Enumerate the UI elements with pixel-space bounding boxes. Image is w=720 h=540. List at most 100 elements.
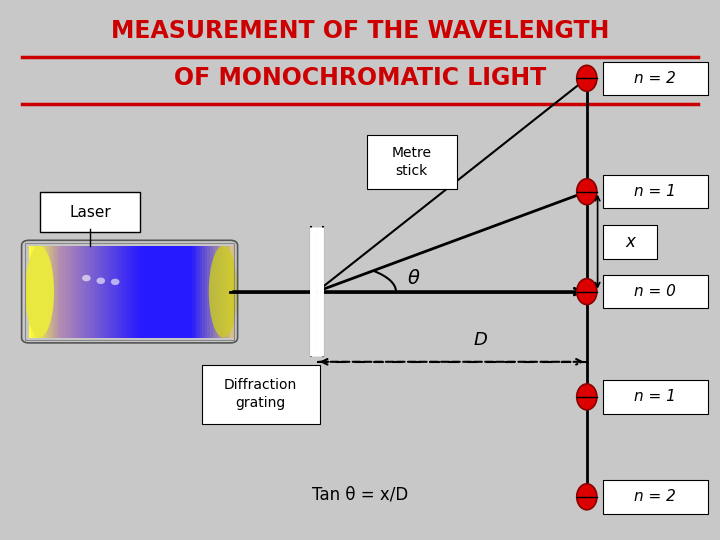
Bar bbox=[47, 246, 50, 338]
Bar bbox=[207, 246, 212, 338]
Bar bbox=[164, 246, 168, 338]
Ellipse shape bbox=[577, 179, 597, 205]
Bar bbox=[60, 246, 63, 338]
Text: MEASUREMENT OF THE WAVELENGTH: MEASUREMENT OF THE WAVELENGTH bbox=[111, 19, 609, 43]
Bar bbox=[149, 246, 153, 338]
Text: n = 0: n = 0 bbox=[634, 284, 676, 299]
Bar bbox=[70, 246, 73, 338]
Bar bbox=[52, 246, 55, 338]
Bar bbox=[177, 246, 181, 338]
Bar bbox=[154, 246, 158, 338]
Bar bbox=[166, 246, 171, 338]
Bar bbox=[131, 246, 135, 338]
Text: n = 1: n = 1 bbox=[634, 184, 676, 199]
Bar bbox=[110, 246, 114, 338]
Bar bbox=[75, 246, 78, 338]
FancyBboxPatch shape bbox=[40, 192, 140, 232]
Bar bbox=[220, 246, 224, 338]
Bar bbox=[57, 246, 60, 338]
Bar bbox=[189, 246, 194, 338]
Bar bbox=[225, 246, 229, 338]
Bar bbox=[72, 246, 76, 338]
Text: OF MONOCHROMATIC LIGHT: OF MONOCHROMATIC LIGHT bbox=[174, 66, 546, 90]
Text: Tan θ = x/D: Tan θ = x/D bbox=[312, 485, 408, 503]
Bar bbox=[138, 246, 143, 338]
Bar bbox=[121, 246, 125, 338]
Bar bbox=[25, 243, 234, 340]
Ellipse shape bbox=[111, 279, 120, 285]
Bar bbox=[205, 246, 209, 338]
FancyBboxPatch shape bbox=[367, 135, 457, 189]
Bar bbox=[215, 246, 219, 338]
Bar bbox=[141, 246, 145, 338]
Bar bbox=[169, 246, 173, 338]
FancyBboxPatch shape bbox=[603, 275, 708, 308]
Ellipse shape bbox=[96, 278, 105, 284]
Bar bbox=[133, 246, 138, 338]
Ellipse shape bbox=[209, 246, 238, 338]
Bar bbox=[199, 246, 204, 338]
Bar bbox=[90, 246, 94, 338]
Bar bbox=[82, 246, 86, 338]
Bar bbox=[85, 246, 89, 338]
Bar bbox=[95, 246, 99, 338]
Bar bbox=[32, 246, 35, 338]
Text: n = 2: n = 2 bbox=[634, 489, 676, 504]
Bar bbox=[62, 246, 66, 338]
Ellipse shape bbox=[577, 279, 597, 305]
Bar bbox=[88, 246, 91, 338]
Bar bbox=[80, 246, 84, 338]
Bar bbox=[29, 246, 33, 338]
Bar bbox=[105, 246, 109, 338]
Bar bbox=[113, 246, 117, 338]
Bar bbox=[123, 246, 127, 338]
Text: n = 2: n = 2 bbox=[634, 71, 676, 86]
Bar bbox=[116, 246, 120, 338]
Bar bbox=[161, 246, 166, 338]
Bar bbox=[126, 246, 130, 338]
Bar bbox=[128, 246, 132, 338]
Text: n = 1: n = 1 bbox=[634, 389, 676, 404]
Ellipse shape bbox=[82, 275, 91, 281]
Bar bbox=[210, 246, 214, 338]
Bar bbox=[98, 246, 102, 338]
Bar bbox=[217, 246, 222, 338]
FancyBboxPatch shape bbox=[603, 480, 708, 514]
Bar bbox=[93, 246, 96, 338]
Bar bbox=[151, 246, 156, 338]
Bar bbox=[44, 246, 48, 338]
Bar bbox=[159, 246, 163, 338]
Text: Diffraction
grating: Diffraction grating bbox=[224, 378, 297, 410]
FancyBboxPatch shape bbox=[603, 225, 657, 260]
Bar bbox=[197, 246, 201, 338]
Bar bbox=[194, 246, 199, 338]
Bar bbox=[118, 246, 122, 338]
Bar bbox=[54, 246, 58, 338]
Ellipse shape bbox=[577, 384, 597, 410]
Bar bbox=[146, 246, 150, 338]
Ellipse shape bbox=[577, 484, 597, 510]
Bar bbox=[156, 246, 161, 338]
Bar bbox=[67, 246, 71, 338]
Bar bbox=[108, 246, 112, 338]
Bar bbox=[187, 246, 191, 338]
Bar bbox=[42, 246, 45, 338]
Bar bbox=[228, 246, 232, 338]
Text: Metre
stick: Metre stick bbox=[392, 146, 432, 178]
Bar bbox=[100, 246, 104, 338]
Bar bbox=[174, 246, 179, 338]
Bar bbox=[179, 246, 184, 338]
FancyBboxPatch shape bbox=[202, 364, 320, 424]
FancyBboxPatch shape bbox=[603, 62, 708, 95]
FancyBboxPatch shape bbox=[603, 380, 708, 414]
Bar bbox=[202, 246, 207, 338]
Text: x: x bbox=[625, 233, 635, 251]
Bar bbox=[39, 246, 43, 338]
Text: Laser: Laser bbox=[69, 205, 111, 220]
Ellipse shape bbox=[577, 65, 597, 91]
Bar bbox=[34, 246, 38, 338]
Bar bbox=[184, 246, 189, 338]
Bar bbox=[136, 246, 140, 338]
FancyBboxPatch shape bbox=[603, 175, 708, 208]
Text: θ: θ bbox=[408, 268, 420, 288]
